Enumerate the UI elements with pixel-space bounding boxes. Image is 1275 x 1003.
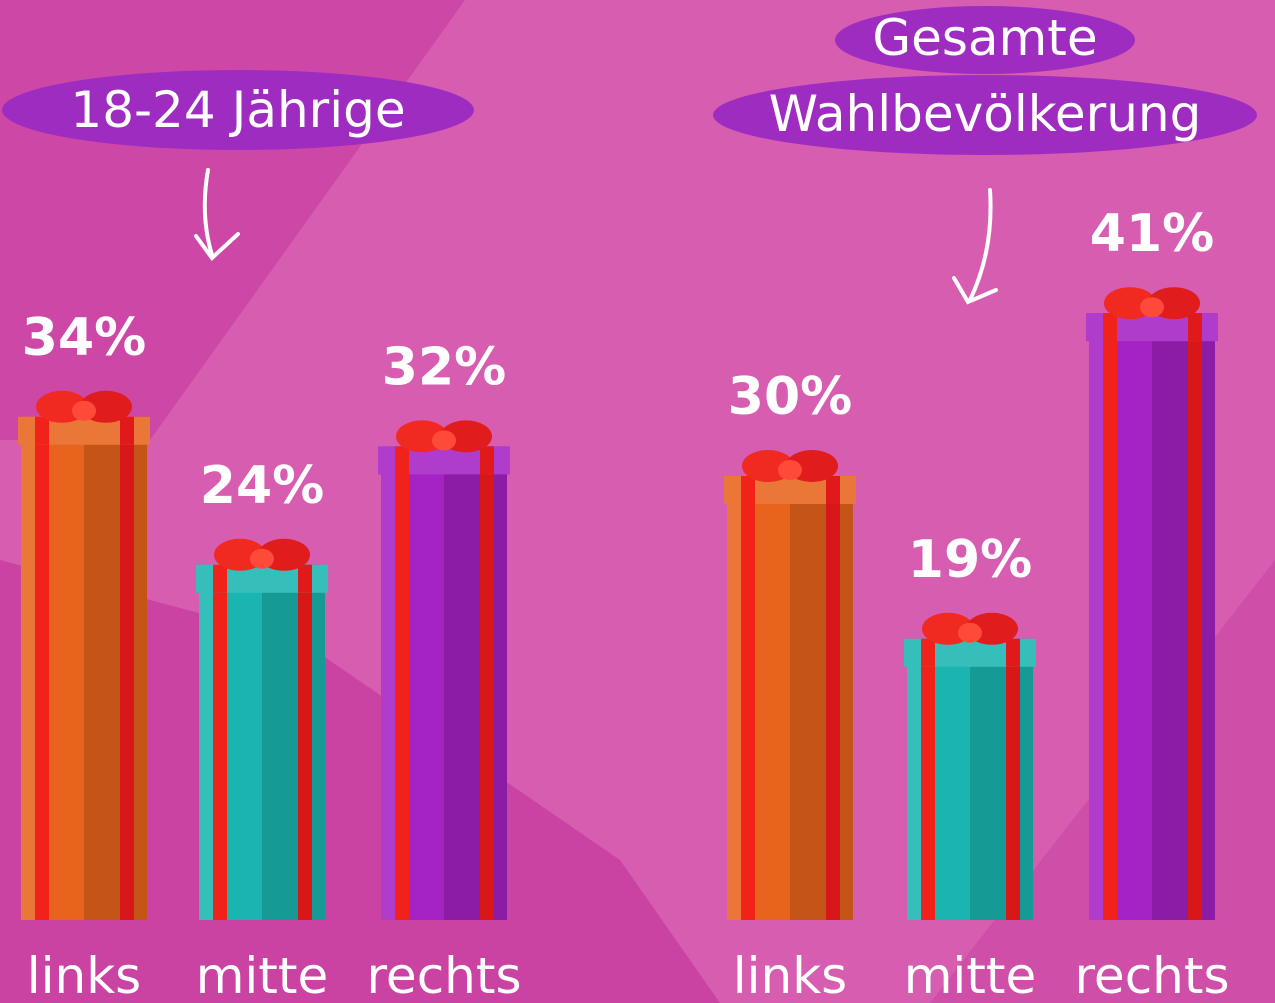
box-shade bbox=[790, 476, 853, 920]
category-label: mitte bbox=[904, 947, 1037, 1003]
ribbon bbox=[35, 417, 49, 920]
box-shade bbox=[262, 565, 325, 920]
bow-knot bbox=[778, 460, 802, 480]
bow-knot bbox=[432, 430, 456, 450]
value-label: 34% bbox=[22, 308, 146, 368]
value-label: 41% bbox=[1090, 204, 1214, 264]
ribbon bbox=[1188, 313, 1202, 341]
ribbon bbox=[120, 417, 134, 920]
ribbon bbox=[921, 639, 935, 920]
box-shade bbox=[444, 446, 507, 920]
category-label: links bbox=[733, 947, 847, 1003]
ribbon bbox=[395, 446, 409, 920]
category-label: mitte bbox=[196, 947, 329, 1003]
ribbon bbox=[480, 446, 494, 474]
category-label: rechts bbox=[1074, 947, 1229, 1003]
bow-knot bbox=[72, 401, 96, 421]
ribbon bbox=[1188, 313, 1202, 920]
box-shade bbox=[970, 639, 1033, 920]
ribbon bbox=[35, 417, 49, 445]
value-label: 24% bbox=[200, 456, 324, 516]
ribbon bbox=[213, 565, 227, 593]
ribbon bbox=[480, 446, 494, 920]
bow-knot bbox=[958, 623, 982, 643]
ribbon bbox=[826, 476, 840, 920]
ribbon bbox=[826, 476, 840, 504]
infographic: 34% links 24% mitte 32% rechts 30% links 19% mitt… bbox=[0, 0, 1275, 1003]
ribbon bbox=[298, 565, 312, 593]
ribbon bbox=[741, 476, 755, 920]
box-shade bbox=[1152, 313, 1215, 920]
category-label: links bbox=[27, 947, 141, 1003]
ribbon bbox=[1006, 639, 1020, 920]
ribbon bbox=[1006, 639, 1020, 667]
bow-knot bbox=[1140, 297, 1164, 317]
ribbon bbox=[298, 565, 312, 920]
category-label: rechts bbox=[366, 947, 521, 1003]
value-label: 30% bbox=[728, 367, 852, 427]
ribbon bbox=[741, 476, 755, 504]
ribbon bbox=[921, 639, 935, 667]
ribbon bbox=[120, 417, 134, 445]
value-label: 32% bbox=[382, 337, 506, 397]
ribbon bbox=[395, 446, 409, 474]
chart-title: Gesamte Wahlbevölkerung bbox=[715, 0, 1255, 152]
box-shade bbox=[84, 417, 147, 920]
chart-title: 18-24 Jährige bbox=[0, 72, 476, 148]
bow-knot bbox=[250, 549, 274, 569]
ribbon bbox=[213, 565, 227, 920]
value-label: 19% bbox=[908, 530, 1032, 590]
ribbon bbox=[1103, 313, 1117, 920]
ribbon bbox=[1103, 313, 1117, 341]
